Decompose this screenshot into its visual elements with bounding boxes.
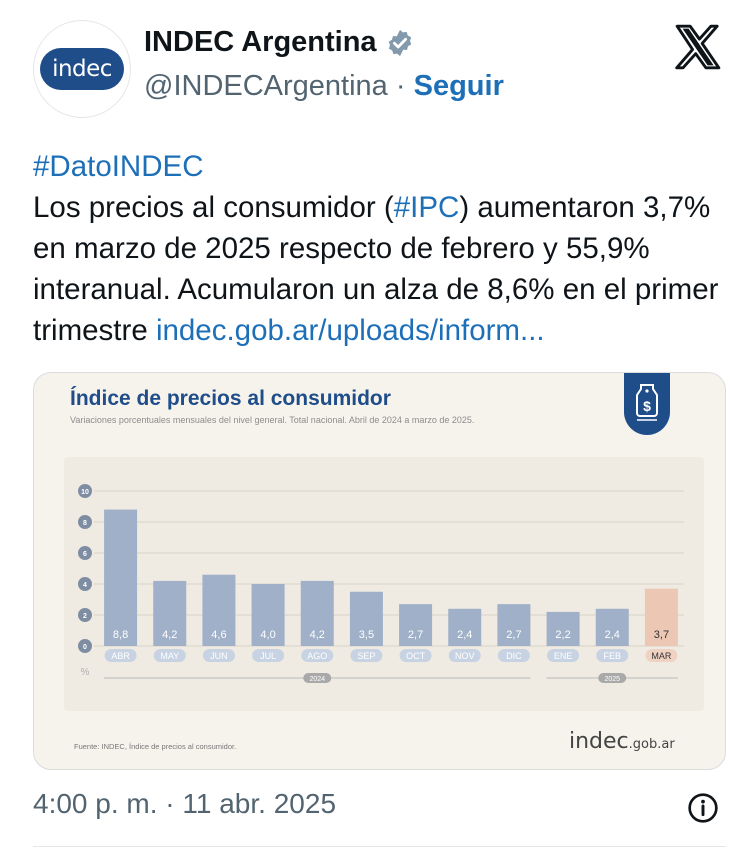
- info-icon[interactable]: [687, 792, 719, 824]
- x-category-pill: [301, 649, 334, 662]
- x-category-label: DIC: [506, 651, 522, 661]
- bar-value-label: 4,2: [310, 629, 325, 641]
- x-category-label: ENE: [554, 651, 573, 661]
- verified-badge-icon: [388, 29, 411, 56]
- y-tick-marker: [78, 484, 92, 498]
- bar-value-label: 2,2: [555, 629, 570, 641]
- bar: [644, 588, 678, 646]
- bar-value-label: 4,0: [260, 629, 275, 641]
- y-tick-label: 10: [81, 489, 89, 496]
- bar-value-label: 2,7: [506, 629, 521, 641]
- author-name-text: INDEC Argentina: [144, 26, 377, 58]
- x-category-label: AGO: [307, 651, 327, 661]
- tweet-line-3: interanual. Acumularon un alza de 8,6% e…: [33, 273, 719, 306]
- y-tick-label: 2: [83, 613, 87, 620]
- bar: [349, 591, 383, 646]
- price-tag-badge: $: [624, 373, 670, 435]
- x-category-pill: [399, 649, 432, 662]
- bar-value-label: 3,7: [654, 629, 669, 641]
- y-tick-marker: [78, 608, 92, 622]
- y-tick-label: 6: [83, 551, 87, 558]
- bar-value-label: 2,7: [408, 629, 423, 641]
- year-label: 2024: [309, 676, 325, 683]
- y-tick-marker: [78, 577, 92, 591]
- bar: [153, 580, 187, 646]
- x-category-label: OCT: [406, 651, 426, 661]
- year-pill: [303, 673, 332, 683]
- x-category-label: MAY: [160, 651, 179, 661]
- x-category-label: JUN: [210, 651, 228, 661]
- y-tick-marker: [78, 639, 92, 653]
- x-category-label: JUL: [260, 651, 276, 661]
- x-category-pill: [448, 649, 481, 662]
- x-category-label: NOV: [455, 651, 475, 661]
- hashtag-ipc[interactable]: #IPC: [393, 191, 460, 224]
- y-tick-label: 4: [83, 582, 87, 589]
- bar-value-label: 8,8: [113, 629, 128, 641]
- bar: [595, 608, 629, 646]
- svg-text:$: $: [643, 398, 651, 414]
- hashtag-datoindec[interactable]: #DatoINDEC: [33, 150, 204, 183]
- tweet-line-2: en marzo de 2025 respecto de febrero y 5…: [33, 232, 650, 265]
- bar-value-label: 4,6: [211, 629, 226, 641]
- author-handle[interactable]: @INDECArgentina: [144, 70, 388, 102]
- x-category-pill: [252, 649, 285, 662]
- y-tick-label: 8: [83, 520, 87, 527]
- y-unit-label: %: [81, 667, 90, 678]
- media-card[interactable]: Índice de precios al consumidor Variacio…: [33, 372, 726, 770]
- tweet-text: #DatoINDEC Los precios al consumidor (#I…: [33, 146, 723, 351]
- year-pill: [598, 673, 627, 683]
- tweet-line-1-start: Los precios al consumidor (: [33, 191, 394, 224]
- tweet-line-1-end: ) aumentaron 3,7%: [459, 191, 711, 224]
- indec-gob-logo: indec.gob.ar: [569, 729, 675, 754]
- bar: [546, 611, 580, 646]
- x-category-label: SEP: [357, 651, 375, 661]
- bar: [497, 604, 531, 646]
- x-category-label: FEB: [603, 651, 621, 661]
- y-tick-marker: [78, 546, 92, 560]
- indec-logo-avatar: indec: [40, 48, 124, 90]
- separator-dot: ·: [395, 70, 406, 102]
- indec-logo-main: indec: [569, 729, 629, 754]
- ipc-bar-chart: 0 2 4 6 8 10% 8,8 ABR 4,2 MAY 4,6 JUN 4,0 JUL 4,2 AGO 3,…: [78, 484, 684, 683]
- x-category-pill: [153, 649, 186, 662]
- bar: [399, 604, 433, 646]
- x-category-pill: [497, 649, 530, 662]
- x-category-pill: [104, 649, 137, 662]
- x-category-pill: [547, 649, 580, 662]
- bar-value-label: 3,5: [359, 629, 374, 641]
- x-category-label: ABR: [111, 651, 130, 661]
- chart-subtitle: Variaciones porcentuales mensuales del n…: [70, 415, 475, 425]
- tweet-timestamp[interactable]: 4:00 p. m. · 11 abr. 2025: [33, 788, 337, 819]
- tweet-line-4-start: trimestre: [33, 314, 156, 347]
- x-category-pill: [596, 649, 629, 662]
- bar: [251, 584, 285, 646]
- bar: [202, 574, 236, 646]
- x-category-label: MAR: [651, 651, 672, 661]
- author-handle-row: @INDECArgentina · Seguir: [144, 70, 504, 103]
- indec-logo-suffix: .gob.ar: [628, 737, 675, 752]
- bar: [300, 580, 334, 646]
- x-category-pill: [645, 649, 678, 662]
- bar-value-label: 4,2: [162, 629, 177, 641]
- author-avatar[interactable]: indec: [33, 20, 131, 118]
- bottom-divider: [33, 846, 726, 847]
- year-label: 2025: [604, 676, 620, 683]
- x-category-pill: [202, 649, 235, 662]
- report-link[interactable]: indec.gob.ar/uploads/inform...: [155, 314, 545, 347]
- chart-source: Fuente: INDEC, Índice de precios al cons…: [74, 742, 237, 751]
- x-logo-icon[interactable]: [672, 22, 724, 72]
- bar: [104, 509, 138, 646]
- bar-value-label: 2,4: [457, 629, 472, 641]
- follow-button[interactable]: Seguir: [413, 70, 504, 102]
- bar-value-label: 2,4: [605, 629, 620, 641]
- bar: [448, 608, 482, 646]
- x-category-pill: [350, 649, 383, 662]
- y-tick-label: 0: [83, 644, 87, 651]
- chart-title: Índice de precios al consumidor: [70, 387, 391, 410]
- y-tick-marker: [78, 515, 92, 529]
- price-tag-dollar-icon: $: [636, 384, 658, 421]
- author-name[interactable]: INDEC Argentina: [144, 26, 415, 59]
